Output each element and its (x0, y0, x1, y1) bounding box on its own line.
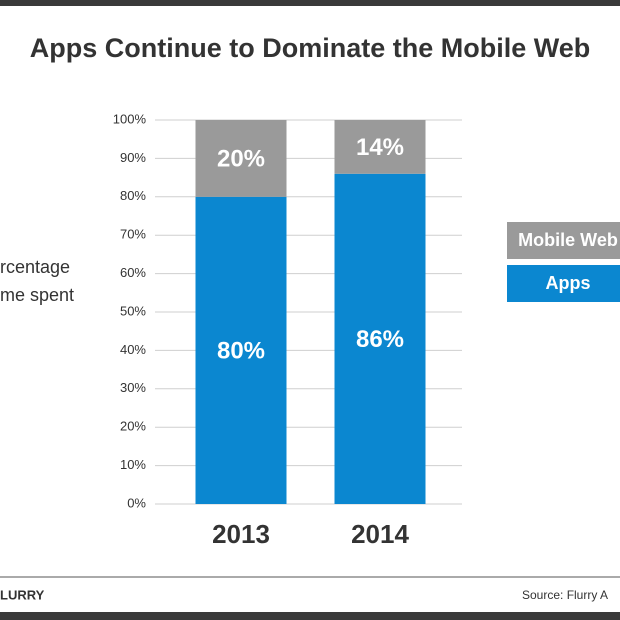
bar-segment (195, 196, 287, 505)
chart-title: Apps Continue to Dominate the Mobile Web (30, 33, 591, 63)
y-tick-label: 80% (120, 188, 146, 203)
y-tick-label: 100% (113, 111, 147, 126)
y-tick-label: 0% (127, 495, 146, 510)
y-axis-label: me spent (0, 285, 74, 305)
y-tick-label: 40% (120, 342, 146, 357)
value-label: 80% (217, 338, 265, 365)
x-tick-label: 2014 (351, 519, 409, 549)
top-band (0, 0, 620, 6)
logo: LURRY (0, 587, 45, 602)
bar-segment (334, 173, 426, 504)
y-axis-label: rcentage (0, 257, 70, 277)
legend-label: Apps (546, 273, 591, 293)
legend-label: Mobile Web (518, 230, 618, 250)
value-label: 86% (356, 326, 404, 353)
y-tick-label: 90% (120, 150, 146, 165)
legend-swatch (507, 222, 620, 259)
x-tick-label: 2013 (212, 519, 270, 549)
source: Source: Flurry A (522, 588, 608, 602)
y-tick-label: 50% (120, 303, 146, 318)
y-tick-label: 60% (120, 265, 146, 280)
bar-segment (334, 120, 426, 174)
y-tick-label: 70% (120, 227, 146, 242)
bottom-band (0, 612, 620, 620)
bar-segment (195, 120, 287, 197)
legend-swatch (507, 265, 620, 302)
value-label: 14% (356, 134, 404, 161)
y-tick-label: 30% (120, 380, 146, 395)
y-tick-label: 10% (120, 457, 146, 472)
value-label: 20% (217, 146, 265, 173)
y-tick-label: 20% (120, 419, 146, 434)
